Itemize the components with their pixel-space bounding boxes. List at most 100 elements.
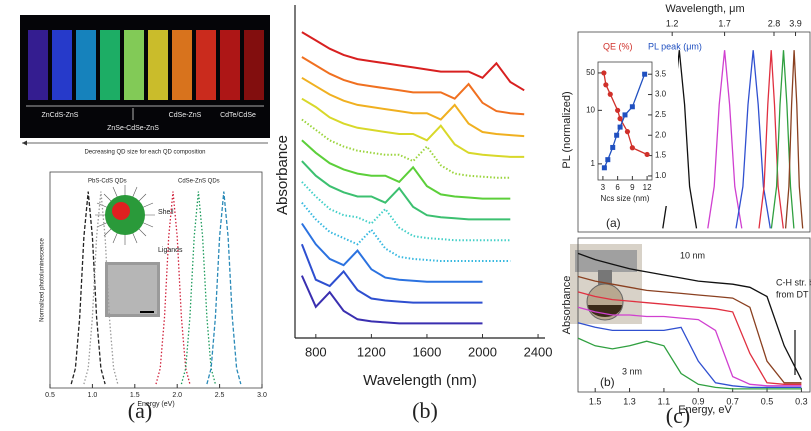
marker: [607, 91, 613, 97]
y-tick-label: 1: [591, 159, 596, 168]
y-axis-label: Absorbance: [274, 135, 291, 215]
x-axis-label: Wavelength (nm): [363, 372, 477, 389]
series-line: [577, 337, 802, 390]
y-axis-label: Absorbance: [561, 276, 573, 335]
series-line: [301, 97, 525, 158]
x-axis-label: Ncs size (nm): [601, 194, 650, 203]
x-tick-label: 1.2: [666, 18, 679, 28]
chart: 1.2 1.7 2.8 3.9 Wavelength, μm PL (normalized…: [561, 3, 811, 233]
y-tick-label: 50: [586, 68, 595, 77]
series-line: [70, 191, 106, 385]
marker: [629, 145, 635, 151]
x-tick-label: 0.3: [795, 396, 808, 406]
series-line: [180, 191, 217, 385]
series-line: [300, 275, 483, 325]
x-tick-label: 1.1: [658, 396, 671, 406]
marker: [615, 107, 621, 113]
marker: [622, 112, 628, 118]
marker: [629, 104, 635, 110]
annotation: (b): [600, 375, 615, 389]
series-line: [735, 50, 771, 229]
annotation: from DT: [776, 289, 809, 299]
x-tick-label: 3.0: [257, 392, 267, 399]
x-tick-label: 800: [305, 344, 327, 359]
marker: [605, 157, 611, 163]
panel-label: (a): [128, 398, 152, 423]
marker: [601, 165, 607, 171]
x-tick-label: 6: [615, 183, 620, 192]
marker: [644, 151, 650, 158]
annotation: CdSe-ZnS QDs: [178, 179, 220, 185]
x-tick-label: 9: [630, 183, 635, 192]
chart: 0.5 1.0 1.5 2.0 2.5 3.0 Energy (eV) Normalized …: [40, 171, 267, 408]
x-tick-label: 0.9: [692, 396, 705, 406]
series-line: [758, 50, 784, 229]
y2-tick-label: 1.0: [655, 171, 667, 180]
x-tick-label: 1200: [357, 344, 386, 359]
x-tick-label: 2.5: [215, 392, 225, 399]
vial-photo: ZnCdS-ZnS ZnSe-CdSe-ZnS CdSe-ZnS CdTe/Cd…: [20, 15, 270, 138]
x-tick-label: 1.5: [589, 396, 602, 406]
annotation: C-H str. band: [776, 277, 811, 287]
plot-frame: [49, 171, 263, 389]
x-tick-label: 1.3: [623, 396, 636, 406]
series-line: [707, 50, 743, 229]
qd-illustration: [95, 185, 160, 317]
inset-background: [580, 40, 678, 206]
marker: [642, 71, 648, 77]
x-tick-label: 1.5: [130, 392, 140, 399]
x-tick-label: 12: [643, 183, 652, 192]
marker: [624, 129, 631, 135]
series-line: [577, 306, 802, 387]
marker: [601, 70, 607, 76]
series-line: [770, 50, 795, 229]
series-line: [577, 275, 802, 384]
marker: [617, 124, 623, 130]
series-line: [301, 202, 511, 262]
annotation: PbS-CdS QDs: [88, 179, 127, 185]
series-line: [83, 191, 119, 385]
photo-label: CdSe-ZnS: [169, 112, 202, 119]
annotation: (a): [606, 216, 621, 230]
y2-tick-label: 1.5: [655, 151, 667, 160]
arrow-head: [22, 140, 27, 146]
x-axis-label: Energy (eV): [137, 401, 174, 408]
series-line: [301, 76, 525, 138]
series-line: [301, 139, 511, 200]
x-tick-label: 2000: [468, 344, 497, 359]
series-line: [301, 56, 525, 116]
flask-photo: [570, 244, 642, 324]
y2-tick-label: 2.5: [655, 110, 667, 119]
series-name: QE (%): [603, 41, 633, 51]
x-tick-label: 0.5: [45, 392, 55, 399]
panel-label: (c): [666, 403, 690, 428]
y-axis-label: PL (normalized): [561, 91, 573, 168]
series-line: [300, 243, 483, 304]
series-line: [784, 50, 804, 229]
series-line: [301, 31, 525, 92]
x-axis-label: Energy, eV: [678, 404, 732, 416]
photo-label: ZnCdS-ZnS: [42, 112, 79, 119]
marker: [617, 116, 623, 122]
series-line: [577, 291, 802, 385]
marker: [610, 144, 616, 150]
photo-label: CdTe/CdSe: [220, 112, 256, 119]
x-tick-label: 0.5: [761, 396, 774, 406]
series-line: [155, 191, 191, 385]
x-tick-label: 0.7: [726, 396, 739, 406]
y2-tick-label: 3.5: [655, 69, 667, 78]
annotation: 3 nm: [622, 366, 642, 376]
y-tick-label: 10: [586, 105, 595, 114]
chart: 1.5 1.3 1.1 0.9 0.7 0.5 0.3 Energy, eV Absorbanc…: [561, 237, 811, 416]
x-tick-label: 3.9: [789, 18, 802, 28]
series-line: [301, 181, 511, 242]
x-tick-label: 2400: [524, 344, 553, 359]
y2-tick-label: 3.0: [655, 90, 667, 99]
x-tick-label: 3: [601, 183, 606, 192]
photo-caption: Decreasing QD size for each QD compositi…: [84, 150, 205, 156]
series-line: [301, 222, 483, 283]
chart: 3 6 9 12 1 10 50 1.0 1.5 2.0 2.5 3.0 3.5 Ncs size (nm…: [580, 40, 702, 206]
x-tick-label: 2.0: [172, 392, 182, 399]
x-tick-label: 1600: [412, 344, 441, 359]
